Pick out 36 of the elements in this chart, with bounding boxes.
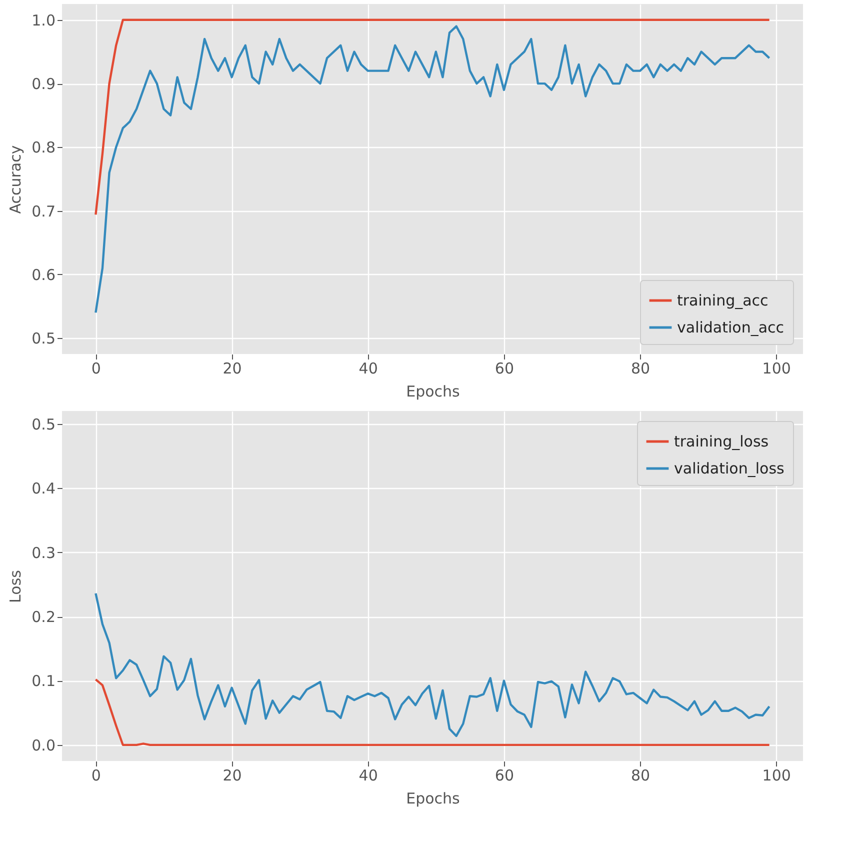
y-tick-label: 0.5 xyxy=(32,330,56,348)
y-tick-label: 0.6 xyxy=(32,266,56,284)
x-axis-title: Epochs xyxy=(406,790,460,808)
x-tick-label: 100 xyxy=(762,766,791,784)
line-series xyxy=(94,18,770,216)
y-tick-label: 0.8 xyxy=(32,138,56,157)
x-tick-label: 60 xyxy=(494,360,514,378)
line-series xyxy=(94,25,770,314)
legend-label: training_acc xyxy=(677,292,768,310)
y-tick-label: 0.4 xyxy=(32,480,56,498)
x-axis-title: Epochs xyxy=(406,382,460,400)
legend-label: training_loss xyxy=(674,432,769,450)
x-tick-label: 100 xyxy=(762,360,791,378)
y-tick-label: 0.0 xyxy=(32,736,56,754)
x-tick-label: 80 xyxy=(630,766,650,784)
x-tick-label: 20 xyxy=(222,360,242,378)
x-tick-label: 80 xyxy=(630,360,650,378)
line-series xyxy=(94,678,770,746)
y-tick-label: 0.2 xyxy=(32,608,56,626)
x-tick-label: 40 xyxy=(358,360,378,378)
y-tick-label: 0.3 xyxy=(32,544,56,562)
legend-label: validation_loss xyxy=(674,460,785,478)
legend-label: validation_acc xyxy=(677,318,784,336)
x-tick-label: 40 xyxy=(358,766,378,784)
y-tick-label: 0.7 xyxy=(32,202,56,220)
x-tick-label: 0 xyxy=(91,766,101,784)
x-tick-label: 20 xyxy=(222,766,242,784)
line-series xyxy=(94,592,770,738)
y-tick-label: 0.5 xyxy=(32,415,56,434)
y-axis-title: Loss xyxy=(6,570,25,603)
y-tick-label: 1.0 xyxy=(32,11,56,30)
x-tick-label: 60 xyxy=(494,766,514,784)
y-axis-title: Accuracy xyxy=(6,145,25,214)
x-tick-label: 0 xyxy=(91,360,101,378)
y-tick-label: 0.9 xyxy=(32,75,56,94)
y-tick-label: 0.1 xyxy=(32,672,56,690)
